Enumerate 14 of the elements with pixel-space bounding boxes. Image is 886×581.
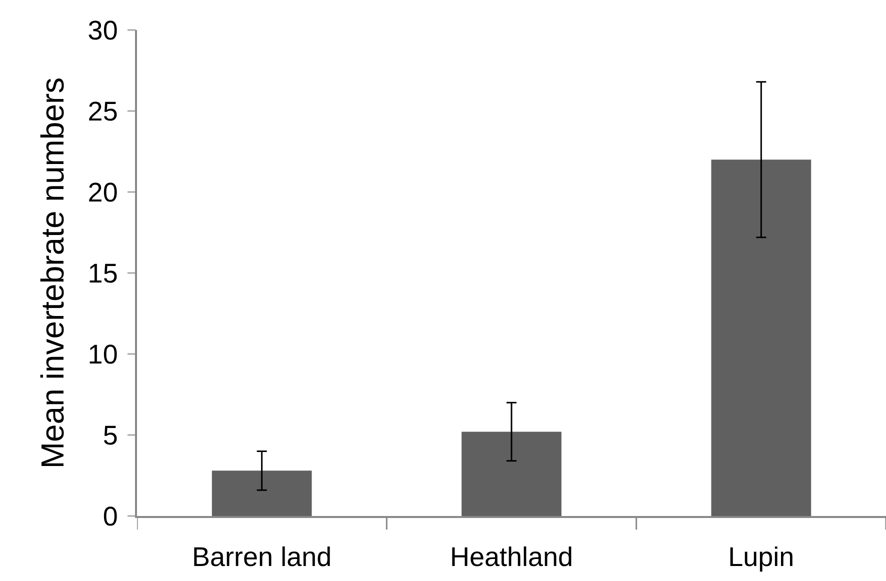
y-tick-label: 30 bbox=[88, 15, 118, 46]
x-tick-label: Lupin bbox=[728, 542, 794, 572]
y-tick-label: 20 bbox=[88, 177, 118, 208]
x-tick-label: Barren land bbox=[192, 542, 332, 572]
y-tick-label: 5 bbox=[102, 420, 118, 450]
x-tick-label: Heathland bbox=[450, 542, 574, 572]
y-tick-label: 10 bbox=[88, 339, 118, 370]
y-axis-title: Mean invertebrate numbers bbox=[34, 77, 71, 469]
y-tick-label: 15 bbox=[88, 258, 118, 288]
y-tick-label: 0 bbox=[102, 501, 118, 532]
bar bbox=[711, 160, 812, 516]
bar bbox=[212, 470, 312, 516]
bar bbox=[462, 432, 562, 516]
y-tick-label: 25 bbox=[88, 96, 118, 126]
